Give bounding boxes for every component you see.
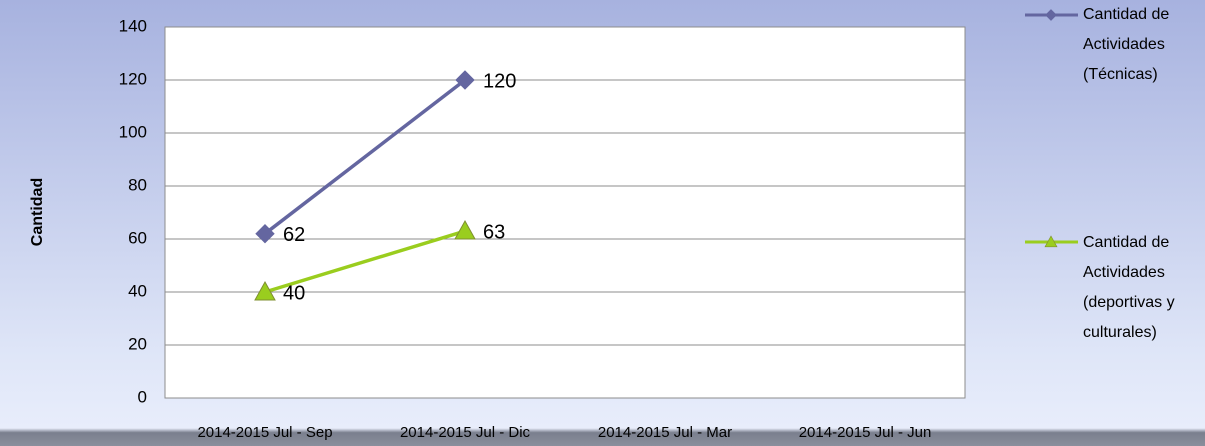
x-tick-label: 2014-2015 Jul - Dic xyxy=(400,424,531,441)
y-tick-label: 80 xyxy=(128,175,147,194)
y-tick-label: 20 xyxy=(128,334,147,353)
marker xyxy=(1044,235,1058,248)
data-label: 62 xyxy=(283,224,305,246)
data-label: 40 xyxy=(283,282,305,304)
legend-label: Cantidad de Actividades (Técnicas) xyxy=(1083,6,1170,83)
y-tick-label: 0 xyxy=(138,387,147,406)
y-tick-label: 140 xyxy=(119,16,147,35)
series-line xyxy=(264,229,466,294)
y-tick-label: 40 xyxy=(128,281,147,300)
series-line xyxy=(263,78,467,236)
data-label: 120 xyxy=(483,70,516,92)
marker xyxy=(1045,9,1057,21)
plot-area xyxy=(164,26,966,399)
marker xyxy=(455,70,475,90)
y-axis-label: Cantidad xyxy=(29,178,46,246)
legend-label: Cantidad de Actividades (deportivas y cu… xyxy=(1083,234,1175,341)
y-tick-label: 100 xyxy=(119,122,147,141)
x-tick-label: 2014-2015 Jul - Jun xyxy=(799,424,932,441)
marker xyxy=(454,220,476,240)
marker xyxy=(254,280,276,301)
x-tick-label: 2014-2015 Jul - Sep xyxy=(197,424,332,441)
y-tick-label: 120 xyxy=(119,69,147,88)
data-label: 63 xyxy=(483,221,505,243)
x-tick-label: 2014-2015 Jul - Mar xyxy=(598,424,732,441)
marker xyxy=(255,223,275,244)
y-tick-label: 60 xyxy=(128,228,147,247)
